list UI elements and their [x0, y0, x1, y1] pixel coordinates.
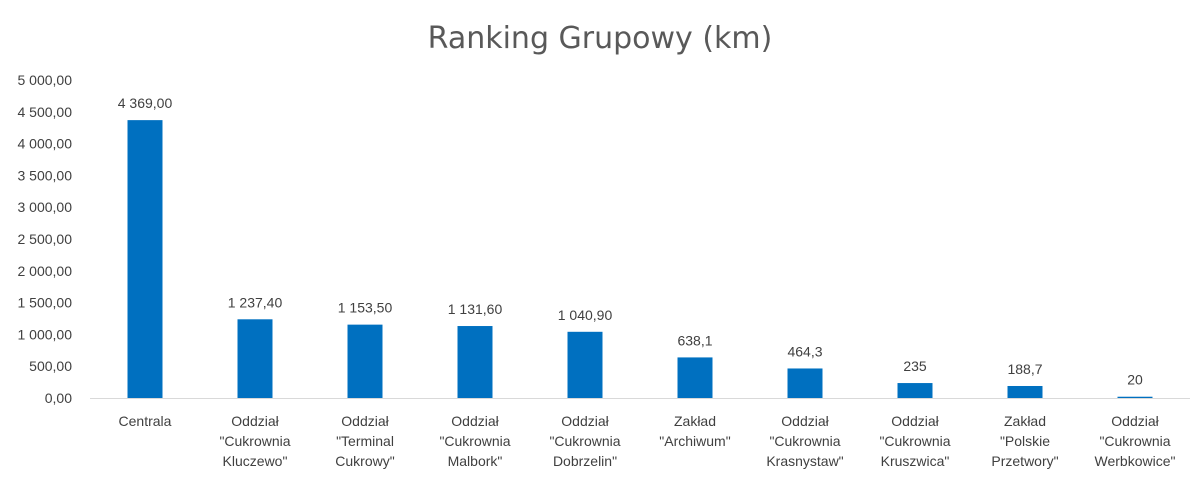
x-tick-label-line: Oddział — [451, 413, 499, 429]
x-tick-label-line: Oddział — [781, 413, 829, 429]
x-tick-label-line: "Polskie — [1000, 433, 1050, 449]
x-tick-label: Oddział "Cukrownia Kruszwica" — [879, 413, 950, 469]
x-tick-label-line: Malbork" — [448, 453, 503, 469]
x-tick-label-line: "Terminal — [336, 433, 394, 449]
y-tick-label: 3 500,00 — [18, 167, 73, 183]
chart-title: Ranking Grupowy (km) — [428, 21, 773, 56]
x-tick-label-line: Cukrowy" — [335, 453, 394, 469]
x-tick-label-line: Oddział — [341, 413, 389, 429]
x-tick-label-line: Dobrzelin" — [553, 453, 617, 469]
x-tick-label-line: Werbkowice" — [1095, 453, 1176, 469]
y-tick-label: 0,00 — [45, 390, 72, 406]
x-tick-label-line: "Cukrownia — [1099, 433, 1170, 449]
x-tick-label-line: Zakład — [1004, 413, 1046, 429]
y-tick-label: 5 000,00 — [18, 72, 73, 88]
data-label: 20 — [1127, 372, 1143, 388]
x-tick-label-line: Oddział — [891, 413, 939, 429]
y-tick-label: 2 000,00 — [18, 263, 73, 279]
y-tick-label: 500,00 — [29, 358, 72, 374]
x-tick-label-line: "Cukrownia — [769, 433, 840, 449]
bar — [1007, 385, 1043, 398]
data-label: 4 369,00 — [118, 95, 173, 111]
data-label: 464,3 — [787, 343, 822, 359]
x-tick-label: Oddział "Cukrownia Werbkowice" — [1095, 413, 1176, 469]
data-label: 235 — [903, 358, 927, 374]
x-tick-label-line: "Cukrownia — [219, 433, 290, 449]
bar — [897, 383, 933, 398]
data-label: 1 040,90 — [558, 307, 613, 323]
x-tick-label-line: Oddział — [561, 413, 609, 429]
x-tick-label-line: "Archiwum" — [659, 433, 730, 449]
x-tick-label-line: Kruszwica" — [881, 453, 950, 469]
bar — [787, 368, 823, 398]
y-tick-label: 1 000,00 — [18, 326, 73, 342]
bar — [677, 357, 713, 398]
data-label: 1 237,40 — [228, 294, 283, 310]
y-tick-label: 3 000,00 — [18, 199, 73, 215]
x-tick-label-line: Zakład — [674, 413, 716, 429]
x-labels-group: Centrala Oddział "Cukrownia Kluczewo"Oddzia… — [119, 413, 1176, 469]
x-tick-label-line: Krasnystaw" — [766, 453, 843, 469]
x-tick-label: Oddział "Cukrownia Dobrzelin" — [549, 413, 620, 469]
y-tick-label: 4 000,00 — [18, 136, 73, 152]
data-label: 1 131,60 — [448, 301, 503, 317]
bar — [237, 319, 273, 398]
data-label: 188,7 — [1007, 361, 1042, 377]
bar — [347, 324, 383, 398]
y-tick-label: 4 500,00 — [18, 104, 73, 120]
data-labels-group: 4 369,00 1 237,40 1 153,50 1 131,60 1 040,90… — [118, 95, 1143, 388]
x-tick-label: Oddział "Cukrownia Krasnystaw" — [766, 413, 843, 469]
y-tick-label: 1 500,00 — [18, 295, 73, 311]
x-tick-label-line: "Cukrownia — [439, 433, 510, 449]
bar — [127, 120, 163, 399]
x-tick-label-line: Oddział — [1111, 413, 1159, 429]
x-tick-label-line: Przetwory" — [991, 453, 1058, 469]
data-label: 638,1 — [677, 332, 712, 348]
x-tick-label-line: Centrala — [119, 413, 172, 429]
x-tick-label-line: Oddział — [231, 413, 279, 429]
x-tick-label: Oddział "Cukrownia Malbork" — [439, 413, 510, 469]
bar — [457, 326, 493, 398]
x-tick-label: Oddział "Cukrownia Kluczewo" — [219, 413, 290, 469]
x-tick-label: Zakład "Polskie Przetwory" — [991, 413, 1058, 469]
x-tick-label: Centrala — [119, 413, 172, 429]
x-tick-label: Oddział "Terminal Cukrowy" — [335, 413, 394, 469]
bar — [567, 331, 603, 398]
bars-group — [127, 120, 1153, 399]
y-axis: 0,00 500,00 1 000,00 1 500,00 2 000,00 2 500,… — [18, 72, 73, 406]
x-tick-label-line: Kluczewo" — [223, 453, 288, 469]
data-label: 1 153,50 — [338, 300, 393, 316]
y-tick-label: 2 500,00 — [18, 231, 73, 247]
x-tick-label-line: "Cukrownia — [879, 433, 950, 449]
bar — [1117, 396, 1153, 398]
x-tick-label-line: "Cukrownia — [549, 433, 620, 449]
x-tick-label: Zakład "Archiwum" — [659, 413, 730, 449]
